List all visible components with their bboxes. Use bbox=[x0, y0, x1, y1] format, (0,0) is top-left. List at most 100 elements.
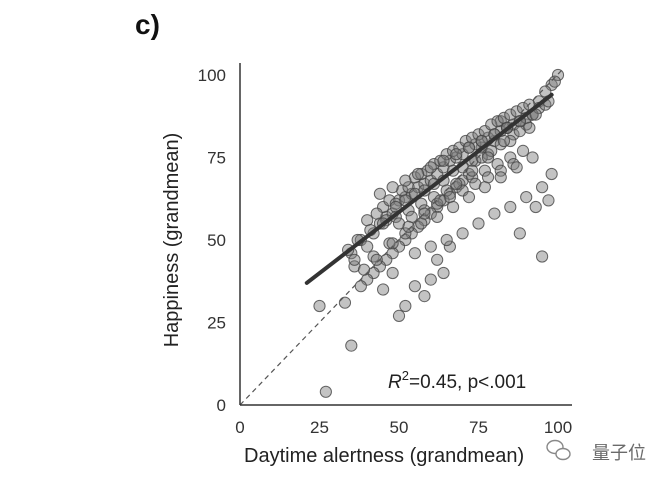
stat-annotation: R2=0.45, p<.001 bbox=[388, 368, 526, 393]
y-tick-label: 50 bbox=[207, 231, 226, 250]
data-point bbox=[488, 207, 501, 220]
x-tick-label: 25 bbox=[310, 418, 329, 437]
data-point bbox=[513, 227, 526, 240]
x-tick-label: 0 bbox=[235, 418, 244, 437]
data-point bbox=[497, 134, 511, 148]
data-point bbox=[392, 309, 406, 322]
y-axis-title: Happiness (grandmean) bbox=[161, 133, 183, 348]
data-point bbox=[472, 217, 485, 230]
data-point bbox=[377, 283, 390, 296]
data-point bbox=[491, 115, 504, 128]
data-point bbox=[431, 253, 444, 266]
data-point bbox=[491, 158, 504, 171]
data-point bbox=[504, 108, 517, 121]
stat-values: =0.45, p<.001 bbox=[409, 372, 526, 393]
wechat-icon bbox=[546, 439, 571, 461]
data-point bbox=[357, 263, 371, 276]
data-point bbox=[440, 233, 453, 247]
data-point bbox=[548, 75, 561, 88]
data-point bbox=[424, 240, 437, 253]
scatter-points bbox=[313, 68, 565, 398]
data-point bbox=[386, 181, 399, 194]
data-point bbox=[481, 151, 495, 164]
data-point bbox=[462, 141, 476, 154]
data-point bbox=[450, 177, 463, 190]
data-point bbox=[478, 181, 491, 194]
data-point bbox=[370, 253, 383, 266]
data-point bbox=[536, 250, 549, 263]
panel-label: c) bbox=[135, 9, 160, 40]
stat-r-superscript: 2 bbox=[402, 368, 409, 383]
data-point bbox=[370, 207, 383, 220]
y-tick-label: 25 bbox=[207, 314, 226, 333]
data-point bbox=[440, 148, 453, 161]
data-point bbox=[450, 148, 463, 161]
data-point bbox=[345, 339, 358, 352]
data-point bbox=[475, 151, 488, 164]
data-point bbox=[361, 240, 374, 253]
x-tick-label: 75 bbox=[469, 418, 488, 437]
data-point bbox=[466, 171, 479, 184]
y-tick-label: 75 bbox=[207, 149, 226, 168]
data-point bbox=[462, 191, 476, 204]
data-point bbox=[526, 151, 539, 164]
data-point bbox=[313, 299, 326, 313]
data-point bbox=[386, 266, 399, 280]
data-point bbox=[418, 290, 431, 303]
data-point bbox=[418, 204, 431, 217]
y-axis-ticks: 0 25 50 75 100 bbox=[198, 66, 226, 415]
data-point bbox=[411, 167, 425, 181]
x-axis-ticks: 0 25 50 75 100 bbox=[235, 418, 572, 437]
y-tick-label: 0 bbox=[217, 396, 226, 415]
data-point bbox=[443, 240, 456, 253]
data-point bbox=[523, 121, 536, 134]
data-point bbox=[338, 296, 352, 309]
regression-line bbox=[304, 92, 554, 285]
data-point bbox=[520, 191, 533, 204]
data-point bbox=[472, 128, 485, 141]
data-point bbox=[399, 174, 412, 187]
data-point bbox=[424, 273, 437, 286]
data-point bbox=[408, 280, 421, 293]
data-point bbox=[446, 200, 460, 214]
data-point bbox=[510, 161, 523, 174]
data-point bbox=[456, 227, 469, 240]
data-point bbox=[402, 220, 415, 233]
data-point bbox=[373, 187, 387, 200]
watermark: 量子位 bbox=[546, 439, 646, 464]
data-point bbox=[529, 200, 542, 214]
x-tick-label: 50 bbox=[390, 418, 409, 437]
data-point bbox=[348, 253, 361, 266]
data-point bbox=[504, 151, 517, 164]
data-point bbox=[424, 161, 437, 174]
data-point bbox=[536, 181, 549, 194]
data-point bbox=[459, 134, 472, 148]
data-point bbox=[386, 237, 399, 250]
data-point bbox=[434, 194, 447, 207]
data-point bbox=[319, 385, 332, 398]
x-axis-title: Daytime alertness (grandmean) bbox=[244, 445, 524, 467]
data-point bbox=[408, 247, 421, 260]
data-point bbox=[354, 280, 367, 293]
stat-r-symbol: R bbox=[388, 372, 402, 393]
data-point bbox=[478, 164, 491, 177]
data-point bbox=[466, 164, 479, 177]
data-point bbox=[504, 200, 517, 214]
data-point bbox=[431, 210, 444, 223]
data-point bbox=[545, 167, 558, 181]
data-point bbox=[453, 177, 466, 190]
data-point bbox=[516, 101, 530, 115]
data-point bbox=[504, 134, 517, 148]
data-point bbox=[437, 154, 450, 167]
data-point bbox=[542, 194, 555, 207]
data-point bbox=[415, 167, 428, 181]
watermark-text: 量子位 bbox=[592, 443, 646, 464]
data-point bbox=[399, 299, 412, 313]
data-point bbox=[437, 266, 450, 280]
x-tick-label: 100 bbox=[544, 418, 572, 437]
data-point bbox=[494, 171, 507, 184]
data-point bbox=[494, 164, 507, 177]
y-tick-label: 100 bbox=[198, 66, 226, 85]
data-point bbox=[485, 144, 498, 157]
